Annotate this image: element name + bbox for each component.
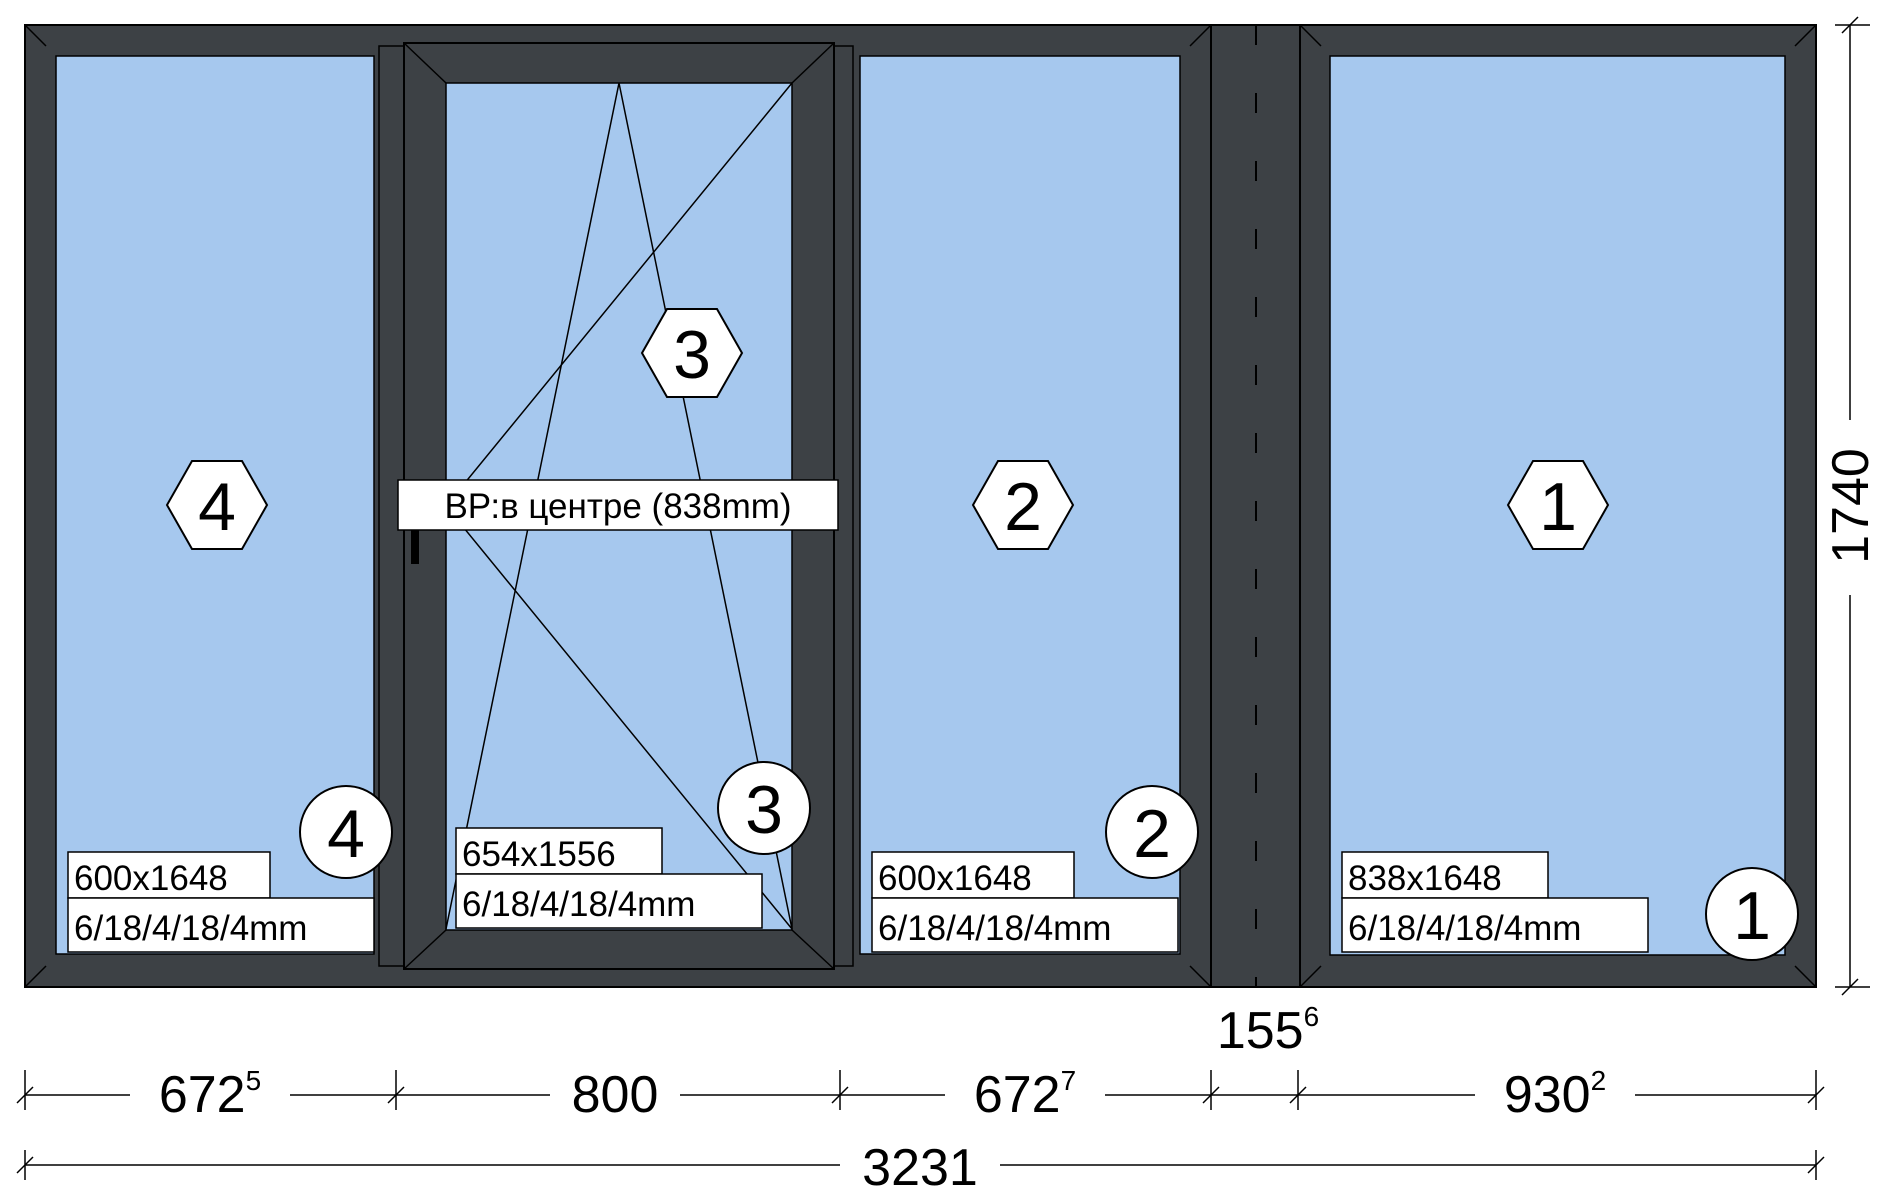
svg-text:3: 3 [673,317,711,393]
handle-note-text: ВР:в центре (838mm) [444,487,791,526]
glass-label-3: 654x1556 6/18/4/18/4mm [455,827,763,929]
dimension-segment-2: 800 [572,1066,659,1124]
glass-label-2: 600x1648 6/18/4/18/4mm [871,851,1179,953]
glass-label-1: 838x1648 6/18/4/18/4mm [1341,851,1649,953]
pane-number-hex-4: 4 [165,460,269,550]
svg-text:1: 1 [1733,878,1771,954]
dimension-segment-1: 6725 [159,1065,261,1124]
glass-size-4: 600x1648 [74,859,228,898]
dimension-text-backgrounds [130,420,1875,1190]
glass-size-3: 654x1556 [462,835,616,874]
glass-label-4: 600x1648 6/18/4/18/4mm [67,851,375,953]
glass-number-circle-3: 3 [717,761,811,855]
svg-text:4: 4 [327,796,365,872]
dimension-connector: 1556 [1217,1001,1319,1060]
glass-number-circle-2: 2 [1105,785,1199,879]
svg-text:2: 2 [1004,469,1042,545]
dimension-total-height: 1740 [1822,448,1880,564]
glass-formula-2: 6/18/4/18/4mm [878,909,1111,948]
glass-formula-1: 6/18/4/18/4mm [1348,909,1581,948]
glass-number-circle-4: 4 [299,785,393,879]
pane-number-hex-1: 1 [1506,460,1610,550]
handle-note: ВР:в центре (838mm) [397,479,839,531]
svg-text:3: 3 [745,772,783,848]
dimension-segment-3: 6727 [974,1065,1076,1124]
svg-text:2: 2 [1133,796,1171,872]
glass-formula-4: 6/18/4/18/4mm [74,909,307,948]
connector-profile [1210,24,1301,988]
pane-number-hex-2: 2 [971,460,1075,550]
dimension-total-width: 3231 [862,1139,978,1197]
glass-formula-3: 6/18/4/18/4mm [462,885,695,924]
pane-number-hex-3: 3 [640,308,744,398]
glass-number-circle-1: 1 [1705,867,1799,961]
glass-size-2: 600x1648 [878,859,1032,898]
svg-text:4: 4 [198,469,236,545]
glass-size-1: 838x1648 [1348,859,1502,898]
dimension-segment-4: 9302 [1504,1065,1606,1124]
svg-text:1: 1 [1539,469,1577,545]
